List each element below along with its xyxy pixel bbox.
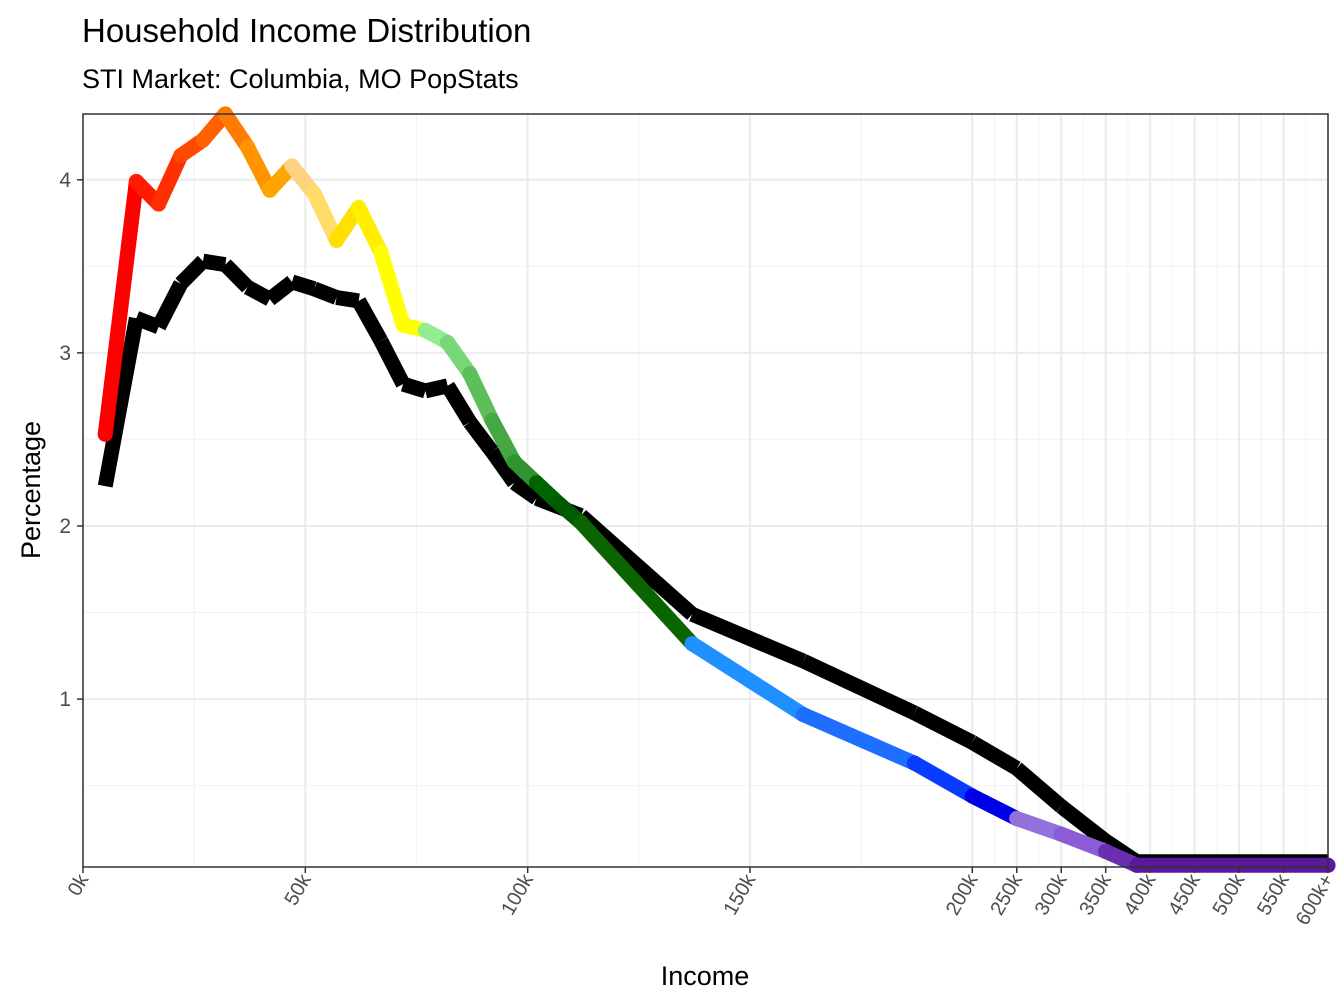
- series-point: [306, 186, 322, 202]
- x-tick-label: 150k: [720, 870, 761, 919]
- series-point: [1009, 811, 1025, 827]
- series-rainbow-segment: [964, 788, 1025, 827]
- series-point: [440, 334, 456, 350]
- x-tick-label: 450k: [1164, 870, 1205, 919]
- series-point: [506, 454, 522, 470]
- series-black-segment: [441, 381, 477, 427]
- series-black-segment: [509, 476, 541, 505]
- series-point: [795, 707, 811, 723]
- series-black-segment: [485, 447, 521, 488]
- y-tick-label: 4: [59, 169, 71, 192]
- series-black-segment: [175, 255, 209, 289]
- series-rainbow-segment: [97, 174, 144, 442]
- series-black-segment: [463, 417, 499, 457]
- series-point: [262, 182, 278, 198]
- chart-subtitle: STI Market: Columbia, MO PopStats: [82, 64, 519, 94]
- major-grid: [82, 114, 1329, 867]
- series-rainbow-segment: [684, 636, 811, 723]
- series-point: [395, 317, 411, 333]
- series-point: [573, 515, 589, 531]
- x-tick-label: 600k+: [1292, 871, 1339, 930]
- x-tick-label: 300k: [1031, 870, 1072, 919]
- series-point: [906, 755, 922, 771]
- series-rainbow-segment: [906, 755, 980, 804]
- series-point: [551, 495, 567, 511]
- series-point: [97, 426, 113, 442]
- series-rainbow-segment: [373, 244, 411, 333]
- chart-title: Household Income Distribution: [82, 12, 532, 49]
- x-tick-label: 100k: [497, 870, 538, 919]
- x-tick-label: 550k: [1253, 870, 1294, 919]
- series-point: [529, 475, 545, 491]
- series-rainbow-segment: [240, 139, 278, 198]
- series-point: [1129, 857, 1145, 873]
- series-black-segment: [201, 253, 227, 273]
- x-tick-label: 500k: [1209, 870, 1250, 919]
- x-tick-label: 350k: [1075, 870, 1116, 919]
- series-black-segment: [1056, 800, 1111, 847]
- series-point: [462, 366, 478, 382]
- series-rainbow-segment: [151, 148, 189, 212]
- series-black-segment: [265, 275, 297, 306]
- series-black-segment: [133, 311, 162, 334]
- x-tick-label: 400k: [1120, 870, 1161, 919]
- x-tick-label: 250k: [986, 870, 1027, 919]
- series-black-segment: [335, 290, 360, 309]
- series-black-segment: [219, 259, 253, 293]
- series-point: [373, 244, 389, 260]
- series-point: [284, 158, 300, 174]
- x-tick-label: 200k: [942, 870, 983, 919]
- y-tick-label: 1: [59, 688, 71, 711]
- series-black-segment: [968, 735, 1021, 775]
- series-black-segment: [311, 281, 340, 305]
- series-black-segment: [423, 378, 450, 399]
- series-black-segment: [800, 654, 918, 720]
- series-point: [1098, 843, 1114, 859]
- y-axis-title: Percentage: [16, 421, 46, 559]
- series-point: [417, 322, 433, 338]
- series-point: [351, 199, 367, 215]
- series-black-segment: [911, 706, 976, 750]
- series-point: [173, 148, 189, 164]
- x-tick-label: 50k: [280, 870, 316, 910]
- x-tick-label: 0k: [64, 870, 94, 900]
- series-rainbow-segment: [795, 707, 922, 771]
- x-axis: 0k 50k 100k 150k 200k 250k 300k 350k 400k 450k 500…: [64, 867, 1339, 930]
- series-black-segment: [97, 316, 144, 488]
- series-black-segment: [289, 274, 317, 296]
- y-tick-label: 2: [59, 515, 71, 538]
- y-tick-label: 3: [59, 342, 71, 365]
- minor-grid: [83, 114, 1328, 867]
- series-point: [684, 636, 700, 652]
- plot-panel-border: [82, 113, 1329, 868]
- series-point: [151, 196, 167, 212]
- series-rainbow-segment: [351, 199, 389, 260]
- series-point: [484, 412, 500, 428]
- x-axis-title: Income: [661, 961, 750, 991]
- series-black-segment: [400, 376, 428, 399]
- y-axis: 1 2 3 4: [59, 169, 83, 711]
- series-point: [240, 139, 256, 155]
- series-point: [328, 232, 344, 248]
- series-point: [195, 132, 211, 148]
- series-point: [128, 174, 144, 190]
- series-point: [964, 788, 980, 804]
- series-rainbow-segment: [1053, 826, 1114, 859]
- series-layer: [97, 106, 1336, 873]
- series-rainbow-segment: [462, 366, 500, 428]
- series-black-segment: [352, 297, 388, 345]
- series-rainbow-segment: [484, 412, 522, 470]
- series-black-segment: [151, 280, 188, 331]
- series-point: [1053, 826, 1069, 842]
- series-black-segment: [1011, 762, 1067, 813]
- series-rainbow-segment: [1009, 811, 1069, 842]
- series-black-segment: [374, 337, 410, 388]
- series-black-segment: [243, 280, 274, 306]
- series-black-segment: [689, 607, 807, 668]
- series-rainbow-segment: [573, 515, 700, 652]
